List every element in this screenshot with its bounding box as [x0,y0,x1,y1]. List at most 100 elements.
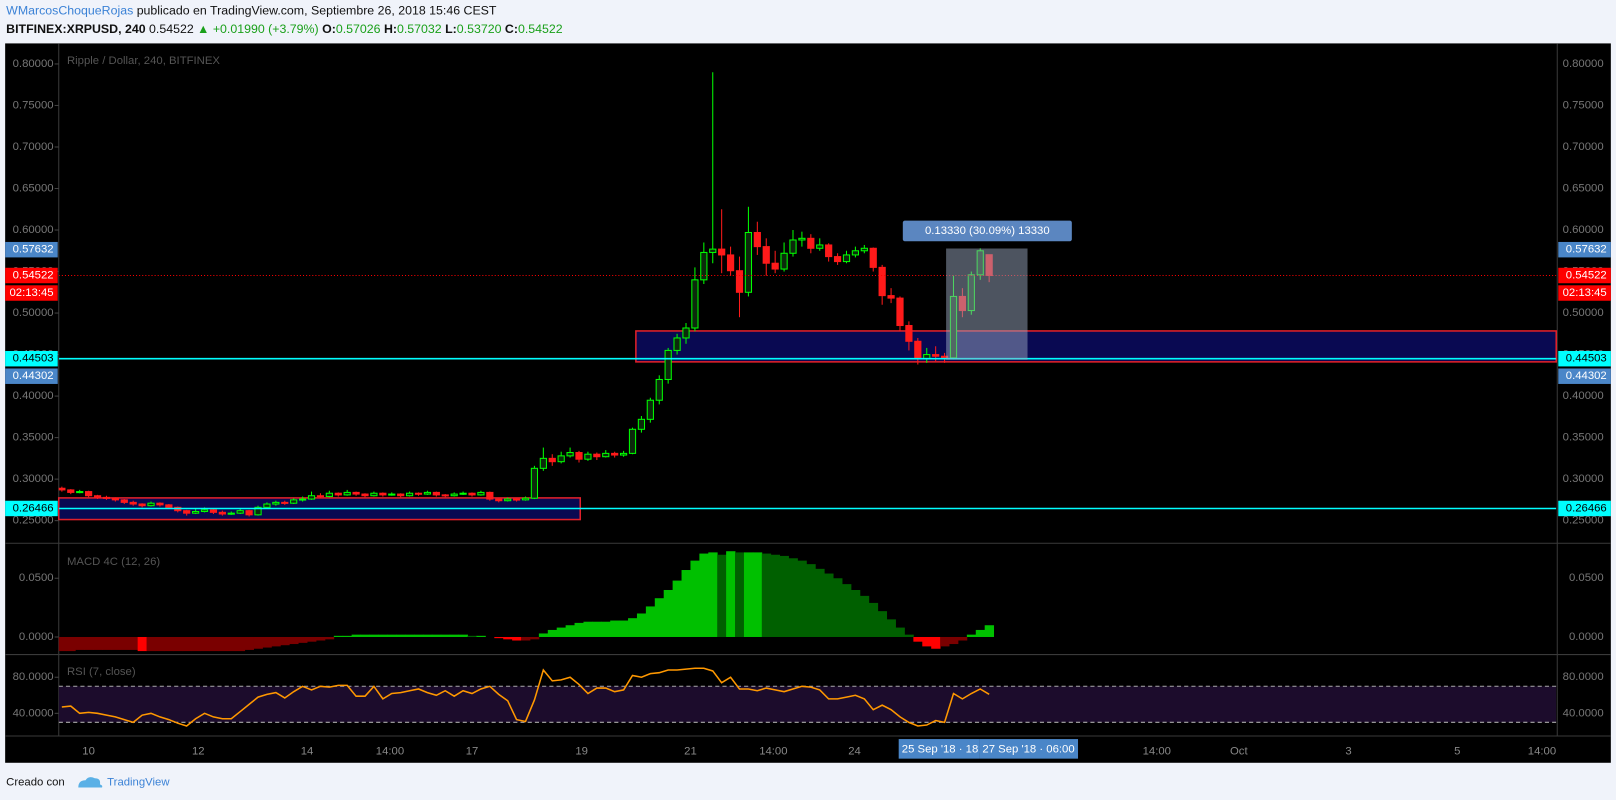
brand-link[interactable]: TradingView [107,776,170,788]
macd-bar [735,552,745,637]
y-tick-label: 0.75000 [1563,99,1604,111]
price-label-bg [5,267,58,284]
rsi-line [61,667,990,727]
measure-box [946,248,1028,360]
macd-bar [859,595,870,637]
macd-bar [235,636,246,652]
candle-body [290,499,298,504]
ohlc-label: C: [505,22,518,36]
macd-bar [913,636,923,642]
candle-body [646,399,654,420]
author: WMarcosChoqueRojas [6,4,133,18]
ohlc-value: 0.54522 [518,22,563,36]
macd-bar [966,634,977,637]
candle-body [76,491,84,494]
candle-body [397,493,405,497]
candle-body [700,251,708,281]
ohlc-value: 0.57026 [336,22,381,36]
macd-bar [155,636,165,652]
macd-bar [904,634,914,637]
x-tick-label: 14:00 [1528,745,1556,757]
candle-body [165,504,173,508]
macd-bar [628,618,638,637]
macd-bar [280,636,290,646]
pane-title: MACD 4C (12, 26) [67,556,160,568]
macd-bar [360,634,370,637]
y-tick-label: 0.30000 [13,473,54,485]
candle-body [450,493,458,497]
brand-logo[interactable] [78,777,103,788]
pane [58,551,995,652]
candle-body [896,297,904,327]
candle-body [254,506,262,516]
macd-bar [467,635,477,637]
candle-body [539,457,547,469]
macd-bar [458,634,468,637]
macd-bar [931,636,941,649]
y-tick-label: 0.65000 [13,183,54,195]
macd-bar [298,636,308,643]
quote-line: BITFINEX:XRPUSD, 240 0.54522 ▲ +0.01990 … [6,22,563,36]
macd-bar [440,634,451,637]
candle-body [718,248,726,256]
y-tick-label: 0.75000 [13,99,54,111]
crosshair-label: 25 Sep '18 · 18: [902,743,982,755]
price-label: 0.44503 [13,353,54,365]
price-label-bg [1558,350,1611,367]
macd-bar [654,598,665,637]
candle-body [691,279,699,329]
ohlc-value: 0.53720 [457,22,502,36]
y-tick-label: 0.0500 [1569,572,1604,584]
macd-bar [405,634,415,637]
macd-bar [672,580,682,637]
footer-text: Creado con [6,776,65,788]
macd-bar [333,635,344,637]
candle-body [307,495,316,500]
candle-body [825,244,833,258]
x-tick-label: 12 [192,745,205,757]
macd-bar [833,578,843,637]
candle-body [753,231,761,248]
candle-body [789,239,797,254]
macd-bar [512,636,522,641]
symbol: BITFINEX:XRPUSD, 240 [6,22,146,36]
candle-body [735,270,744,293]
candle-body [878,266,886,297]
candle-body [67,489,75,493]
published: publicado en TradingView.com, Septiembre… [137,4,497,18]
macd-bar [761,553,772,637]
macd-bar [529,636,540,640]
candle-body [85,491,93,497]
macd-bar [877,611,888,637]
macd-bar [815,568,825,637]
candle-body [869,247,877,268]
last-price: 0.54522 [149,22,194,36]
macd-bar [868,602,879,637]
pane-title: RSI (7, close) [67,666,136,678]
x-tick-label: 24 [848,745,861,757]
candle-body [192,510,200,514]
macd-bar [770,554,781,637]
measure-label-bg [902,220,1072,242]
candle-body [575,452,583,460]
macd-bar [681,570,691,637]
macd-bar [342,635,353,637]
candle-body [111,497,119,501]
candle-body [245,510,253,516]
x-tick-label: 19 [575,745,588,757]
x-tick-label: 14:00 [376,745,404,757]
y-tick-label: 0.0000 [19,631,54,643]
candle-body [887,295,895,299]
candle-body [709,248,717,253]
price-label-bg [1558,267,1611,284]
y-tick-label: 40.0000 [13,707,54,719]
y-tick-label: 0.50000 [1563,307,1604,319]
ohlc-value: 0.57032 [397,22,442,36]
macd-bar [137,636,147,652]
macd-bar [743,552,754,637]
ohlc-label: L: [445,22,457,36]
candle-body [682,327,690,339]
candle-body [602,452,610,458]
macd-bar [592,621,602,637]
